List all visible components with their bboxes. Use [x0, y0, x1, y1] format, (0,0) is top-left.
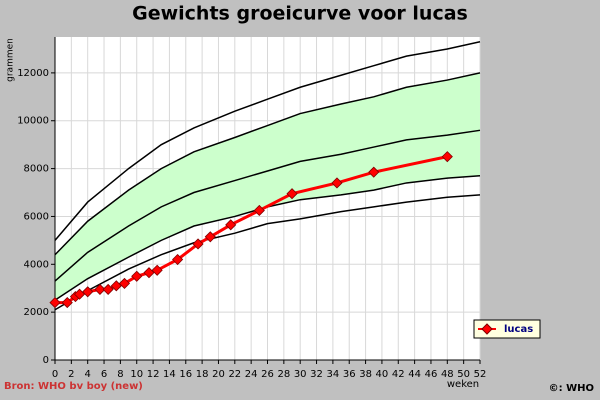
x-tick-label: 50: [457, 369, 470, 380]
x-tick-label: 2: [68, 369, 74, 380]
legend-box: [473, 319, 541, 339]
x-tick-label: 22: [228, 369, 241, 380]
data-point: [368, 166, 380, 178]
x-tick-label: 24: [245, 369, 258, 380]
y-tick-label: 0: [43, 355, 49, 366]
y-tick-label: 2000: [24, 307, 49, 318]
x-tick-label: 14: [163, 369, 176, 380]
chart-title: Gewichts groeicurve voor lucas: [132, 3, 468, 25]
y-tick-label: 6000: [24, 211, 49, 222]
x-tick-label: 18: [196, 369, 209, 380]
reference-line: [54, 129, 481, 282]
data-point: [253, 204, 265, 217]
data-point: [131, 270, 143, 282]
legend-label: lucas: [504, 324, 533, 335]
x-tick-label: 32: [310, 369, 323, 380]
reference-band: [55, 72, 480, 301]
data-point: [441, 151, 453, 163]
x-tick-label: 46: [425, 369, 438, 380]
y-tick-label: 8000: [24, 164, 49, 175]
data-point: [331, 177, 343, 189]
x-tick-label: 42: [392, 369, 405, 380]
x-tick-label: 0: [52, 369, 58, 380]
data-point: [192, 238, 204, 250]
data-point: [73, 288, 86, 300]
y-tick-label: 4000: [24, 259, 49, 270]
x-tick-label: 16: [179, 369, 192, 380]
data-point: [172, 253, 184, 266]
x-tick-label: 38: [359, 369, 372, 380]
x-tick-label: 26: [261, 369, 274, 380]
x-tick-label: 8: [117, 369, 123, 380]
reference-line: [54, 194, 481, 311]
data-point: [118, 277, 131, 290]
x-tick-label: 10: [130, 369, 143, 380]
data-point: [151, 264, 163, 276]
x-tick-label: 4: [85, 369, 91, 380]
legend-marker: [481, 323, 493, 335]
x-tick-label: 40: [376, 369, 389, 380]
x-tick-label: 6: [101, 369, 107, 380]
data-point: [225, 219, 237, 231]
x-tick-label: 20: [212, 369, 225, 380]
x-axis-label: weken: [447, 379, 479, 390]
reference-line: [54, 72, 481, 256]
y-axis-label: grammen: [6, 38, 16, 82]
reference-line: [54, 41, 481, 241]
x-tick-label: 52: [474, 369, 487, 380]
x-tick-label: 28: [277, 369, 290, 380]
data-point: [204, 231, 216, 243]
x-tick-label: 36: [343, 369, 356, 380]
data-point: [49, 297, 61, 309]
data-point: [143, 267, 155, 279]
copyright: ©: WHO: [549, 383, 594, 394]
data-point: [82, 286, 94, 298]
x-tick-label: 12: [147, 369, 160, 380]
data-point: [61, 297, 73, 309]
y-tick-label: 12000: [17, 68, 49, 79]
x-tick-label: 48: [441, 369, 454, 380]
y-tick-label: 10000: [17, 116, 49, 127]
data-point: [286, 188, 298, 200]
x-tick-label: 34: [327, 369, 340, 380]
x-tick-label: 30: [294, 369, 307, 380]
data-point: [102, 283, 114, 295]
source: Bron: WHO bv boy (new): [4, 381, 143, 392]
data-point: [94, 283, 106, 295]
x-tick-label: 44: [408, 369, 421, 380]
